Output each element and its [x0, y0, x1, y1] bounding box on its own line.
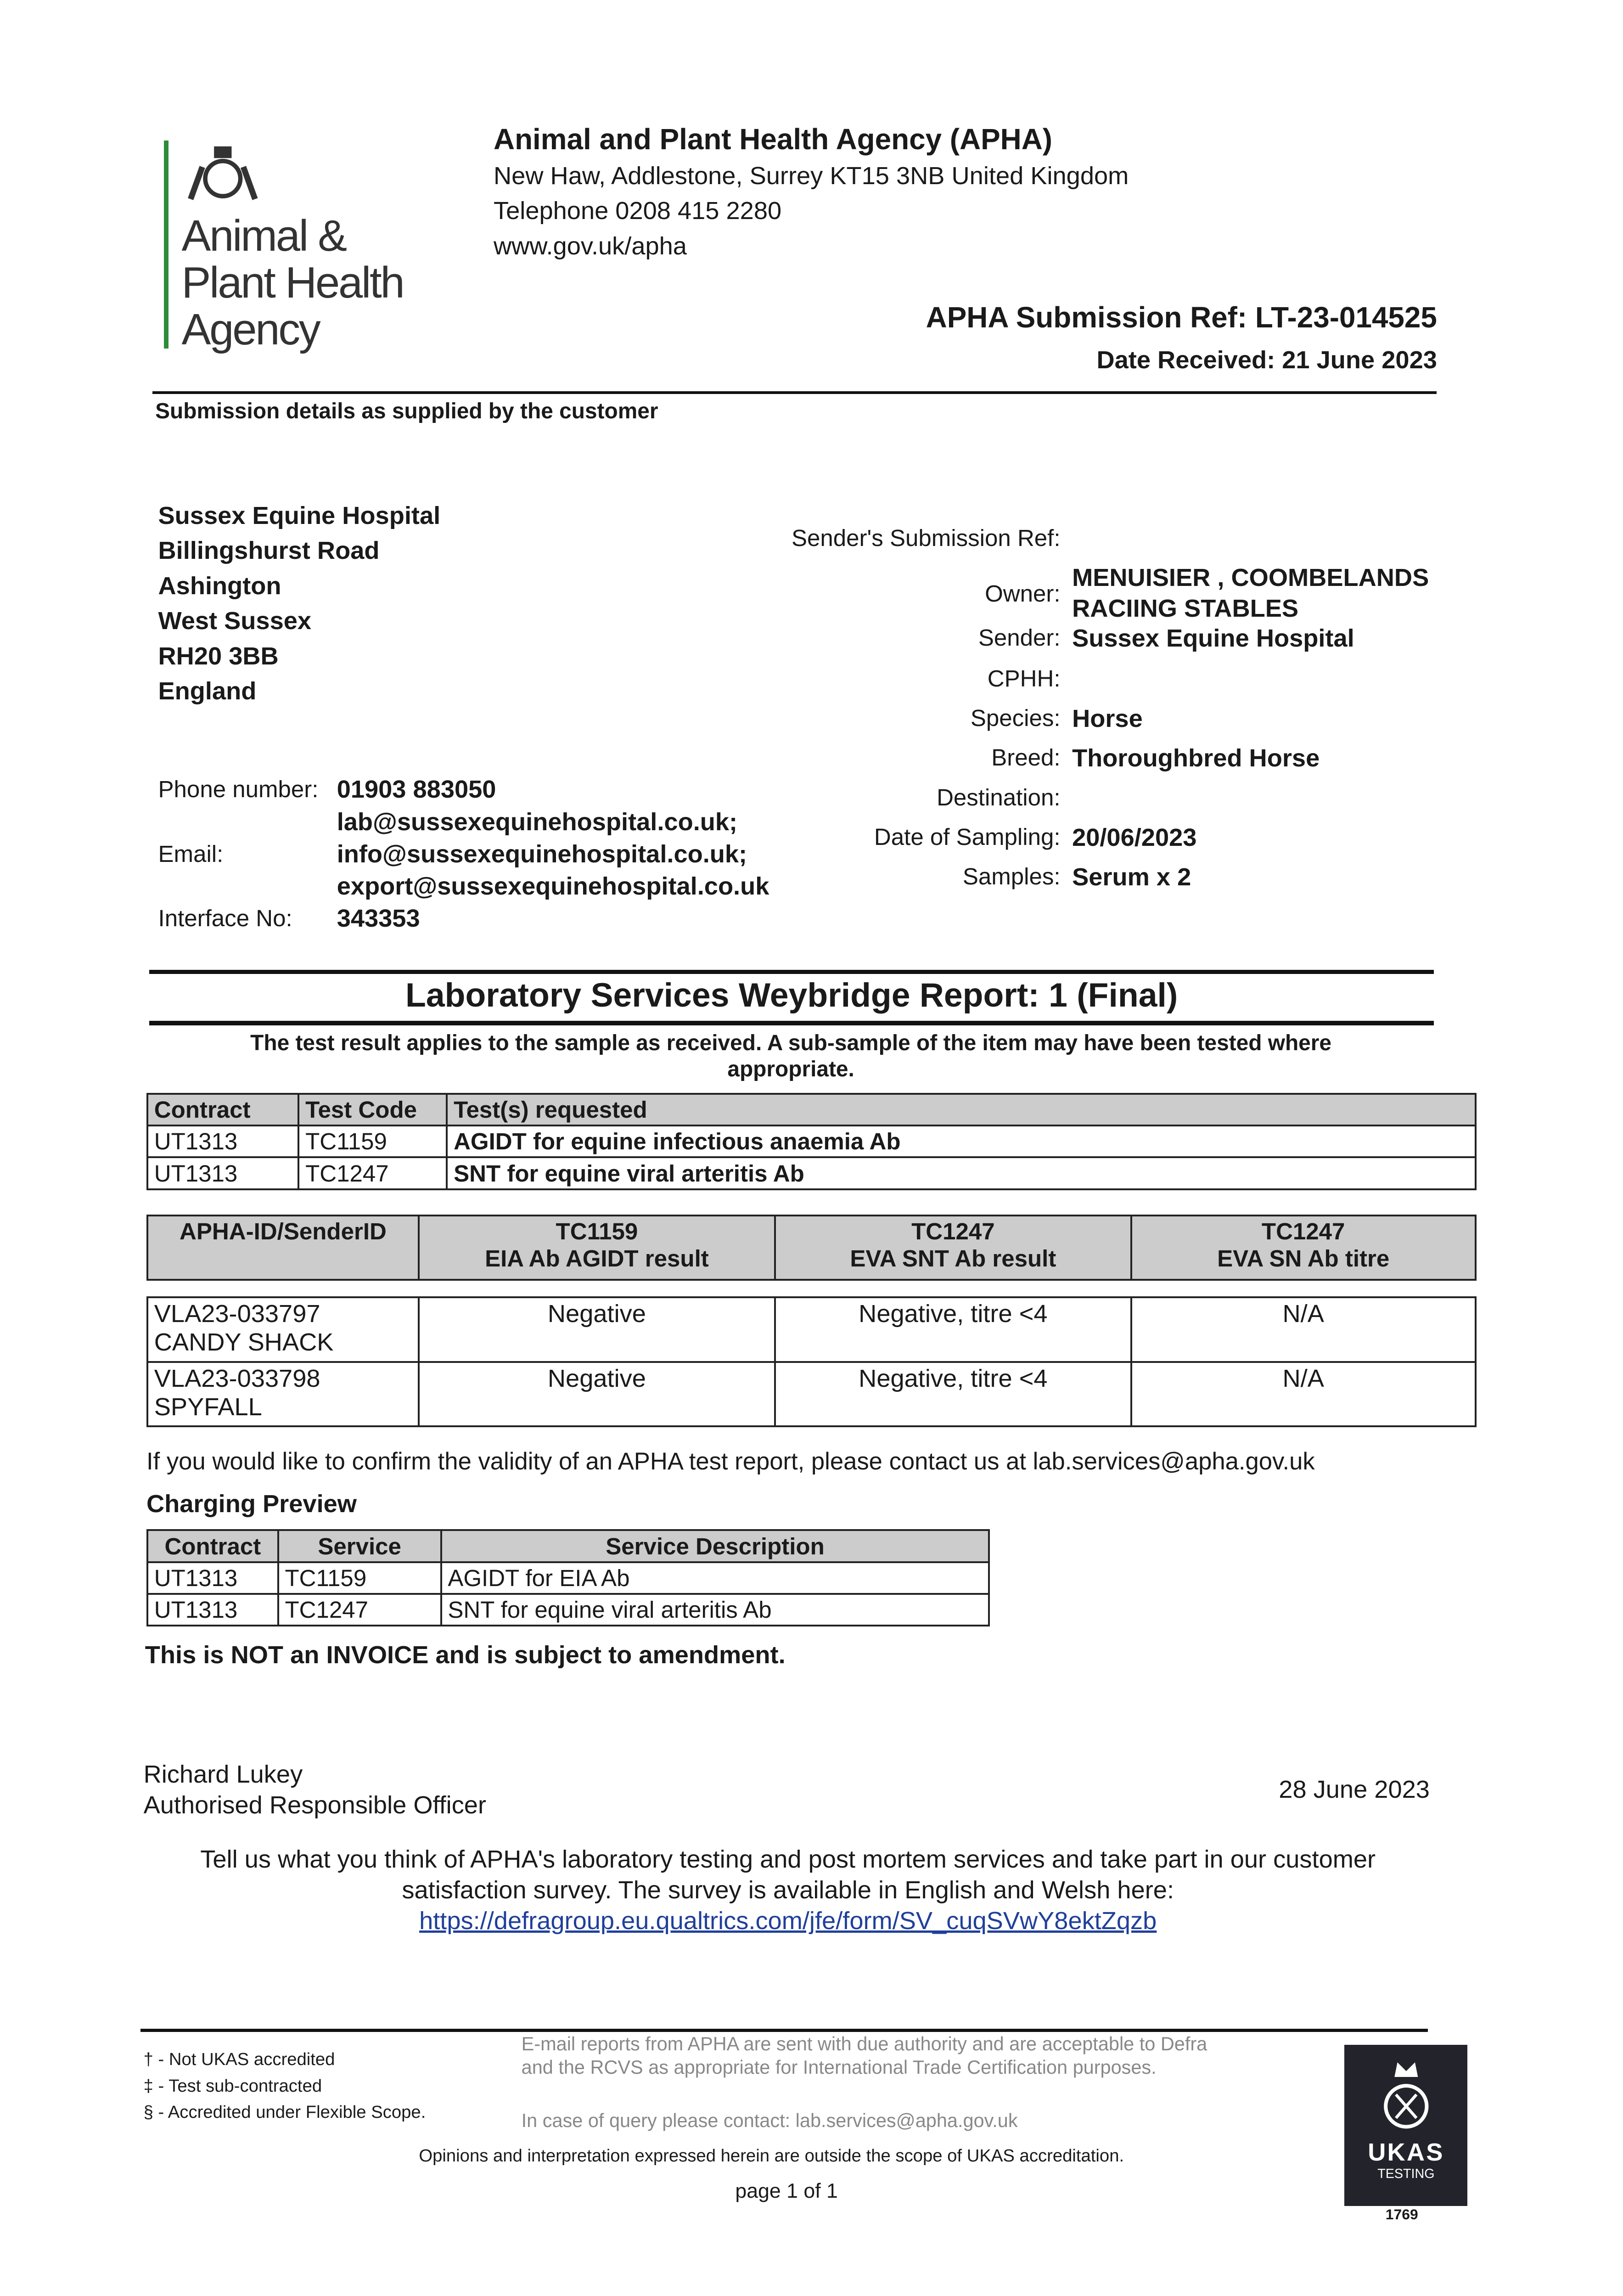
divider [149, 1021, 1434, 1025]
date-received: Date Received: 21 June 2023 [1096, 346, 1437, 374]
survey-block: Tell us what you think of APHA's laborat… [200, 1846, 1376, 1935]
results-header: APHA-ID/SenderID TC1159 EIA Ab AGIDT resul… [146, 1214, 1477, 1281]
table-row: VLA23-033797 CANDY SHACK Negative Negative,… [146, 1296, 1477, 1363]
footnote-keys: † - Not UKAS accredited ‡ - Test sub-cont… [143, 2049, 426, 2122]
royal-crest-icon [187, 146, 258, 201]
submission-ref: APHA Submission Ref: LT-23-014525 [926, 300, 1437, 334]
table-row: UT1313 TC1247 SNT for equine viral arterit… [146, 1156, 1477, 1190]
survey-link[interactable]: https://defragroup.eu.qualtrics.com/jfe/… [419, 1907, 1157, 1935]
table-row: UT1313 TC1247 SNT for equine viral arterit… [146, 1593, 990, 1627]
org-name: Animal and Plant Health Agency (APHA) [494, 122, 1053, 156]
charging-title: Charging Preview [146, 1490, 357, 1518]
table-row: VLA23-033798 SPYFALL Negative Negative, tit… [146, 1361, 1477, 1427]
report-title: Laboratory Services Weybridge Report: 1 … [405, 976, 1178, 1014]
emails: lab@sussexequinehospital.co.uk; info@suss… [337, 808, 769, 900]
charging-table: Contract Service Service Description UT131… [146, 1529, 990, 1627]
agency-header: Animal and Plant Health Agency (APHA) Ne… [494, 120, 1129, 264]
divider [140, 2029, 1428, 2032]
validity-note: If you would like to confirm the validit… [146, 1447, 1315, 1475]
section-label: Submission details as supplied by the cu… [155, 399, 658, 423]
org-address: New Haw, Addlestone, Surrey KT15 3NB Uni… [494, 162, 1129, 190]
submission-info: APHA Submission Ref: LT-23-014525 Date R… [926, 300, 1437, 375]
page-number: page 1 of 1 [735, 2179, 838, 2202]
ukas-opinions-note: Opinions and interpretation expressed he… [419, 2146, 1124, 2166]
email-note: E-mail reports from APHA are sent with d… [521, 2032, 1207, 2078]
agency-logo-text: Animal & Plant Health Agency [181, 211, 405, 354]
org-telephone: Telephone 0208 415 2280 [494, 197, 782, 225]
results-table: VLA23-033797 CANDY SHACK Negative Negative,… [146, 1296, 1477, 1427]
interface-no: 343353 [337, 905, 420, 933]
divider [149, 969, 1434, 974]
ukas-logo: UKAS TESTING [1344, 2045, 1468, 2206]
submission-details: Sender's Submission Ref: Owner: MENUISIER… [792, 525, 1429, 891]
query-note: In case of query please contact: lab.ser… [521, 2109, 1018, 2131]
tests-table: Contract Test Code Test(s) requested UT131… [146, 1092, 1477, 1190]
report-date: 28 June 2023 [1279, 1776, 1430, 1804]
signature-block: Richard Lukey Authorised Responsible Offi… [143, 1761, 487, 1819]
ukas-crown-icon [1383, 2062, 1429, 2129]
logo-accent-bar [164, 141, 168, 349]
customer-address: Sussex Equine Hospital Billingshurst Road… [158, 501, 441, 705]
org-website[interactable]: www.gov.uk/apha [494, 232, 687, 260]
table-row: UT1313 TC1159 AGIDT for EIA Ab [146, 1561, 990, 1595]
report-note: The test result applies to the sample as… [250, 1030, 1332, 1081]
table-row: UT1313 TC1159 AGIDT for equine infectious … [146, 1125, 1477, 1159]
customer-contacts: Phone number: 01903 883050 Email: lab@suss… [158, 773, 769, 934]
divider [152, 391, 1437, 394]
invoice-disclaimer: This is NOT an INVOICE and is subject to… [145, 1641, 786, 1669]
phone: 01903 883050 [337, 776, 496, 804]
ukas-number: 1769 [1385, 2206, 1418, 2223]
